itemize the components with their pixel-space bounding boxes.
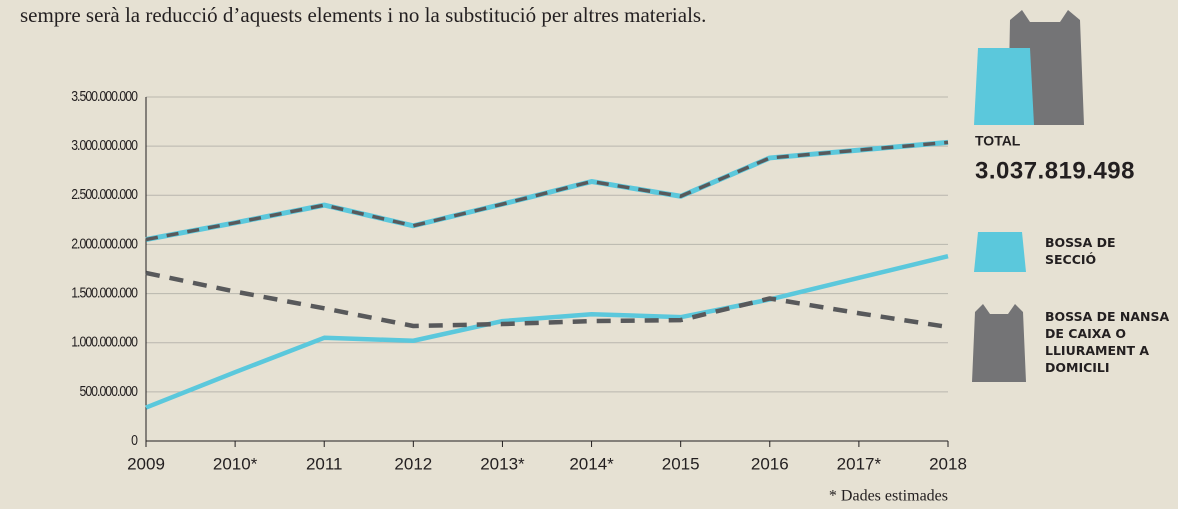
line [145,254,949,410]
x-tick-label: 2018 [929,454,967,473]
total-value-label: 3.037.819.498 [975,157,1135,184]
y-tick-label: 3.500.000.000 [71,88,138,104]
line-total [145,139,949,242]
x-tick-label: 2012 [394,454,432,473]
legend-label: BOSSA DE NANSA DE CAIXA O LLIURAMENT A D… [1045,309,1170,375]
line-total-dash [145,140,949,242]
footnote: * Dades estimades [829,488,948,505]
x-tick-label: 2014* [569,454,614,473]
x-tick-label: 2016 [751,454,789,473]
x-tick-label: 2017* [837,454,882,473]
y-tick-label: 3.000.000.000 [71,137,138,153]
y-tick-label: 2.500.000.000 [71,186,138,202]
y-tick-label: 0 [131,432,138,448]
y-tick-label: 1.000.000.000 [71,334,138,350]
y-tick-label: 1.500.000.000 [71,284,138,300]
y-tick-label: 2.000.000.000 [71,235,138,251]
x-tick-label: 2010* [213,454,258,473]
legend-label: TOTAL [975,133,1021,149]
x-tick-label: 2009 [127,454,165,473]
bag-icons [972,10,1084,382]
legend-label: BOSSA DE SECCIÓ [1045,235,1116,267]
x-tick-label: 2011 [306,454,343,473]
x-tick-label: 2015 [662,454,700,473]
line [145,270,949,330]
x-tick-label: 2013* [480,454,525,473]
intro-text: sempre serà la reducció d’aquests elemen… [20,3,706,27]
y-tick-label: 500.000.000 [79,383,138,399]
